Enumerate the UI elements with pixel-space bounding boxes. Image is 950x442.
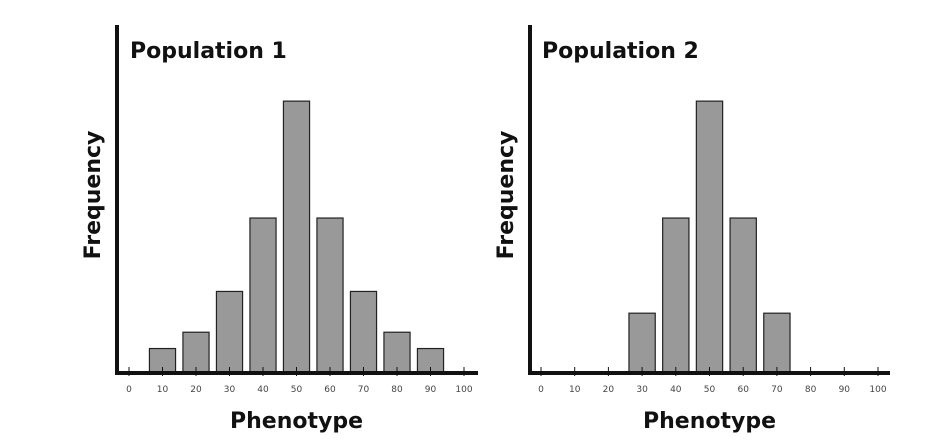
bar: [695, 100, 724, 374]
bar: [316, 217, 344, 374]
x-tick-label: 0: [126, 385, 132, 395]
x-tick-label: 20: [603, 385, 615, 395]
x-tick-label: 80: [805, 385, 817, 395]
x-tick-label: 40: [257, 385, 269, 395]
x-tick-label: 10: [569, 385, 581, 395]
bar: [763, 312, 791, 374]
x-tick-label: 30: [636, 385, 648, 395]
x-tick-label: 20: [190, 385, 202, 395]
bar: [729, 217, 757, 374]
x-tick-label: 0: [538, 385, 544, 395]
bar: [662, 217, 690, 374]
bar: [282, 100, 311, 374]
x-tick-label: 90: [839, 385, 851, 395]
x-tick-label: 60: [737, 385, 749, 395]
x-axis-label: Phenotype: [230, 409, 363, 434]
bar: [249, 217, 277, 374]
bar: [182, 331, 210, 374]
x-tick-label: 30: [224, 385, 236, 395]
y-axis-label: Frequency: [494, 131, 519, 260]
x-tick-label: 10: [157, 385, 169, 395]
x-tick-label: 70: [358, 385, 370, 395]
y-axis-label: Frequency: [81, 131, 106, 260]
chart-title: Population 1: [130, 39, 287, 64]
x-tick-label: 70: [771, 385, 783, 395]
x-tick-label: 100: [869, 385, 886, 395]
x-tick-label: 100: [455, 385, 472, 395]
x-tick-label: 50: [291, 385, 303, 395]
chart-panel-1: 0 10 20 30 40 50 60 70 80 90 100 Population 1 Phenot…: [81, 25, 478, 434]
x-tick-label: 90: [425, 385, 437, 395]
x-tick-label: 60: [324, 385, 336, 395]
bar: [349, 290, 378, 374]
chart-panel-2: 0 10 20 30 40 50 60 70 80 90 100 Population 2 Phenot…: [494, 25, 890, 434]
x-tick-label: 40: [670, 385, 682, 395]
bar: [628, 312, 656, 374]
bar: [383, 331, 411, 374]
x-tick-label: 80: [391, 385, 403, 395]
bar: [215, 290, 244, 374]
x-axis-label: Phenotype: [643, 409, 776, 434]
chart-title: Population 2: [542, 39, 699, 64]
x-tick-label: 50: [704, 385, 716, 395]
